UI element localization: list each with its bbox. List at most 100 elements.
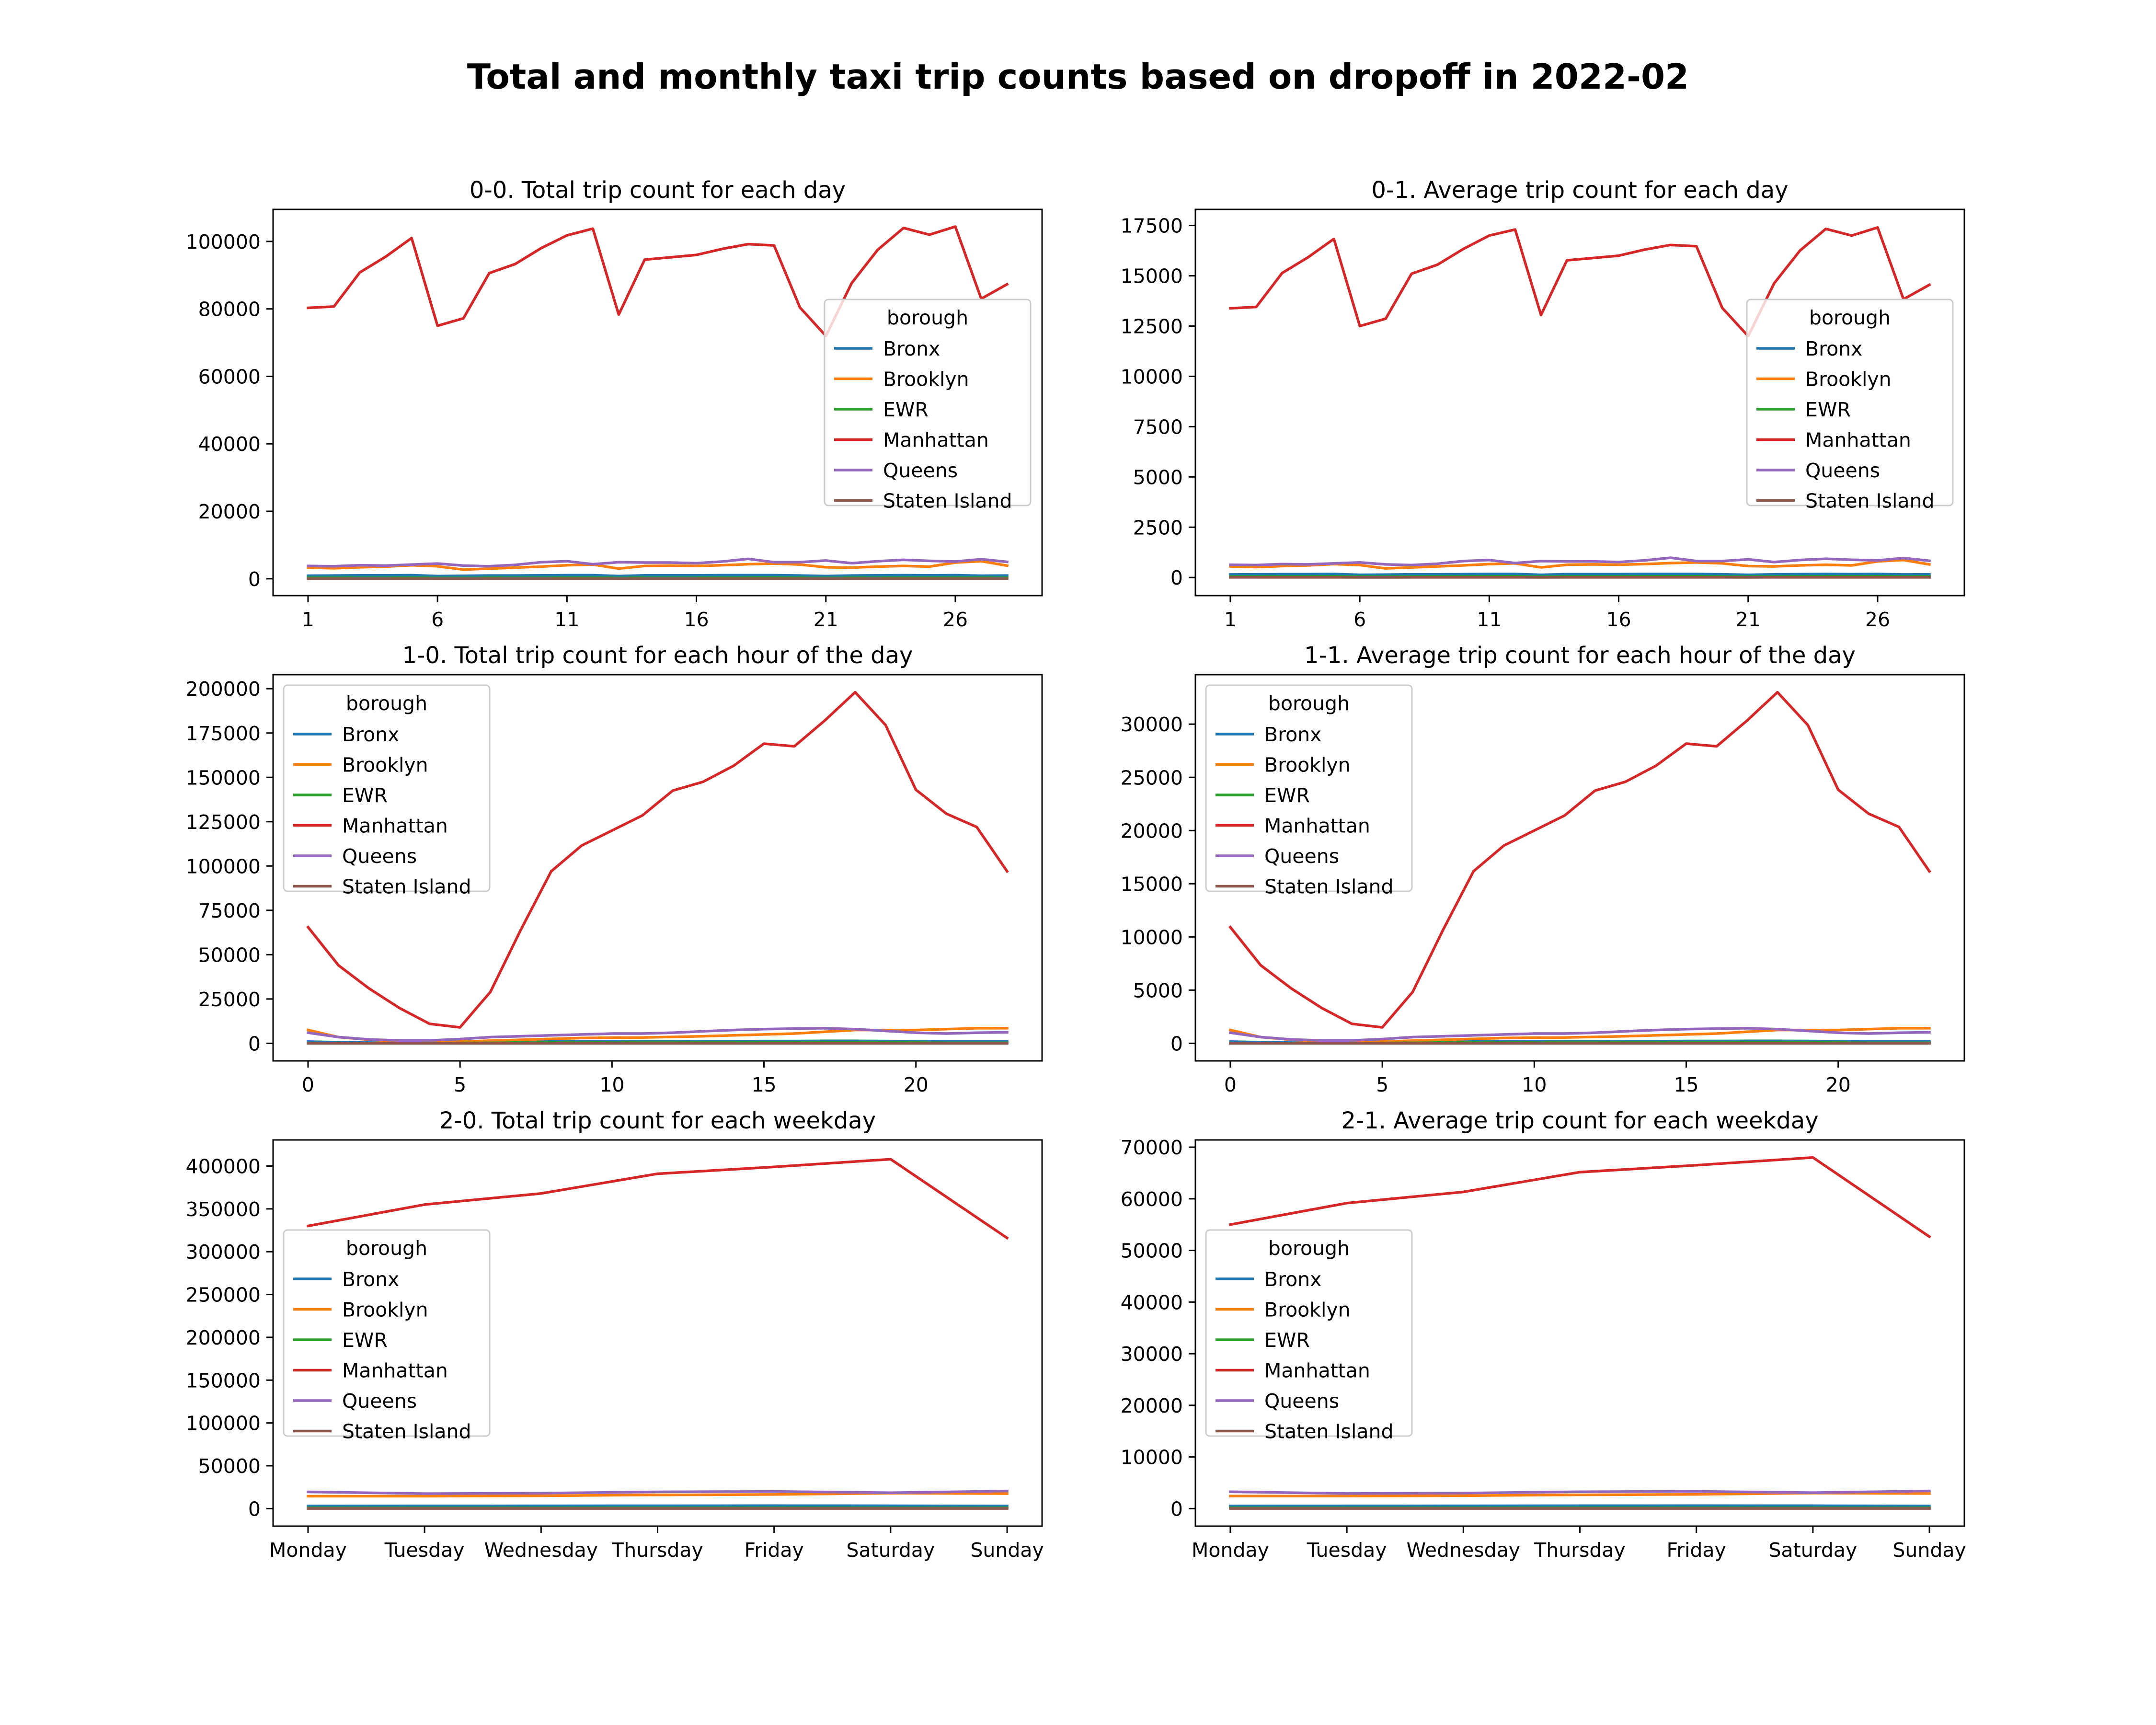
x-tick-label: Tuesday <box>384 1539 465 1562</box>
x-tick-label: Monday <box>269 1539 347 1562</box>
y-tick-label: 80000 <box>198 298 261 321</box>
legend-label-bronx: Bronx <box>342 1268 399 1291</box>
series-line-queens <box>307 557 1009 568</box>
y-tick-label: 60000 <box>198 365 261 388</box>
x-tick-label: Thursday <box>611 1539 703 1562</box>
x-tick-label: 21 <box>1736 608 1761 631</box>
x-tick-label: 11 <box>554 608 579 631</box>
series-line-bronx <box>307 574 1009 577</box>
y-tick-label: 75000 <box>198 899 261 922</box>
y-tick-label: 10000 <box>1121 926 1183 949</box>
series-line-queens <box>306 1027 1009 1042</box>
y-tick-label: 100000 <box>185 230 261 253</box>
y-tick-label: 175000 <box>185 722 261 745</box>
y-tick-label: 50000 <box>1121 1240 1183 1263</box>
y-tick-label: 12500 <box>1121 315 1183 338</box>
y-tick-label: 400000 <box>185 1155 261 1178</box>
legend-label-brooklyn: Brooklyn <box>342 1299 428 1322</box>
x-tick-label: Friday <box>1667 1539 1726 1562</box>
axes-frame <box>272 208 1043 597</box>
legend: borough Bronx Brooklyn EWR Manhattan Queens St… <box>1746 299 1954 513</box>
subplot-3: 1-1. Average trip count for each hour of… <box>1121 642 1965 1096</box>
series-line-queens <box>1229 1489 1931 1495</box>
y-tick-label: 25000 <box>1121 766 1183 789</box>
y-tick-label: 0 <box>1170 566 1183 589</box>
legend-label-bronx: Bronx <box>342 723 399 746</box>
series-lines <box>306 1158 1009 1510</box>
legend: borough Bronx Brooklyn EWR Manhattan Queens St… <box>283 684 491 898</box>
y-tick-label: 40000 <box>1121 1291 1183 1314</box>
y-tick-label: 150000 <box>185 1369 261 1392</box>
y-tick-label: 150000 <box>185 766 261 789</box>
legend-frame <box>1205 1229 1413 1437</box>
subplot-title: 1-0. Total trip count for each hour of t… <box>402 642 913 669</box>
x-tick-label: 0 <box>302 1073 314 1096</box>
series-line-manhattan <box>1228 1156 1931 1239</box>
y-tick-label: 5000 <box>1133 979 1183 1002</box>
legend-label-staten-island: Staten Island <box>1805 490 1935 513</box>
series-lines <box>1228 1156 1931 1510</box>
legend-label-manhattan: Manhattan <box>1264 1359 1370 1382</box>
y-tick-label: 10000 <box>1121 365 1183 388</box>
legend-title: borough <box>346 692 427 715</box>
x-tick-label: 6 <box>1353 608 1366 631</box>
x-tick-label: 16 <box>1606 608 1631 631</box>
legend-label-brooklyn: Brooklyn <box>342 754 428 777</box>
x-tick-label: 11 <box>1477 608 1502 631</box>
y-tick-label: 200000 <box>185 678 261 701</box>
x-tick-label: 6 <box>431 608 444 631</box>
y-tick-label: 2500 <box>1133 516 1183 539</box>
legend: borough Bronx Brooklyn EWR Manhattan Queens St… <box>1205 684 1413 898</box>
legend-frame <box>1746 299 1954 506</box>
y-tick-label: 100000 <box>185 1412 261 1435</box>
y-tick-label: 25000 <box>198 988 261 1011</box>
y-tick-label: 50000 <box>198 943 261 966</box>
legend-title: borough <box>1268 1237 1350 1260</box>
y-tick-label: 300000 <box>185 1241 261 1264</box>
series-lines <box>1229 226 1931 579</box>
series-lines <box>1228 690 1931 1045</box>
legend-label-brooklyn: Brooklyn <box>883 368 969 391</box>
x-tick-label: 10 <box>599 1073 624 1096</box>
series-lines <box>307 225 1009 580</box>
legend-label-manhattan: Manhattan <box>1805 429 1911 452</box>
y-tick-label: 20000 <box>1121 1394 1183 1417</box>
x-tick-label: 26 <box>1865 608 1890 631</box>
y-tick-label: 0 <box>248 1032 261 1055</box>
y-tick-label: 250000 <box>185 1284 261 1307</box>
legend-title: borough <box>346 1237 427 1260</box>
y-tick-label: 350000 <box>185 1198 261 1221</box>
legend-label-bronx: Bronx <box>883 337 940 360</box>
x-tick-label: 16 <box>684 608 709 631</box>
x-tick-label: Wednesday <box>1407 1539 1520 1562</box>
legend-label-queens: Queens <box>342 1390 417 1413</box>
series-line-queens <box>1229 556 1931 567</box>
series-line-queens <box>307 1489 1009 1495</box>
y-tick-label: 5000 <box>1133 466 1183 489</box>
x-tick-label: 5 <box>454 1073 466 1096</box>
subplot-1: 0-1. Average trip count for each day 0 250… <box>1121 177 1965 631</box>
x-tick-label: 20 <box>1826 1073 1851 1096</box>
subplot-title: 2-1. Average trip count for each weekday <box>1341 1107 1818 1134</box>
x-tick-label: 21 <box>814 608 838 631</box>
x-tick-label: 15 <box>1674 1073 1698 1096</box>
subplot-0: 0-0. Total trip count for each day 0 20000… <box>185 177 1043 631</box>
legend: borough Bronx Brooklyn EWR Manhattan Queens St… <box>824 299 1032 513</box>
legend-label-queens: Queens <box>1805 459 1880 482</box>
axes-frame <box>1194 674 1965 1062</box>
legend-frame <box>824 299 1032 506</box>
x-tick-label: 5 <box>1376 1073 1388 1096</box>
legend-label-manhattan: Manhattan <box>1264 815 1370 838</box>
axes-frame <box>1194 208 1965 597</box>
series-line-bronx <box>1229 573 1931 576</box>
x-tick-label: Wednesday <box>484 1539 598 1562</box>
x-tick-label: 10 <box>1522 1073 1547 1096</box>
y-tick-label: 0 <box>1170 1497 1183 1520</box>
legend-label-ewr: EWR <box>1805 398 1851 421</box>
series-line-manhattan <box>1229 226 1931 338</box>
series-line-manhattan <box>306 690 1009 1029</box>
x-tick-label: Tuesday <box>1307 1539 1387 1562</box>
x-tick-label: Saturday <box>1768 1539 1857 1562</box>
y-tick-label: 40000 <box>198 433 261 456</box>
legend-label-queens: Queens <box>1264 1390 1339 1413</box>
